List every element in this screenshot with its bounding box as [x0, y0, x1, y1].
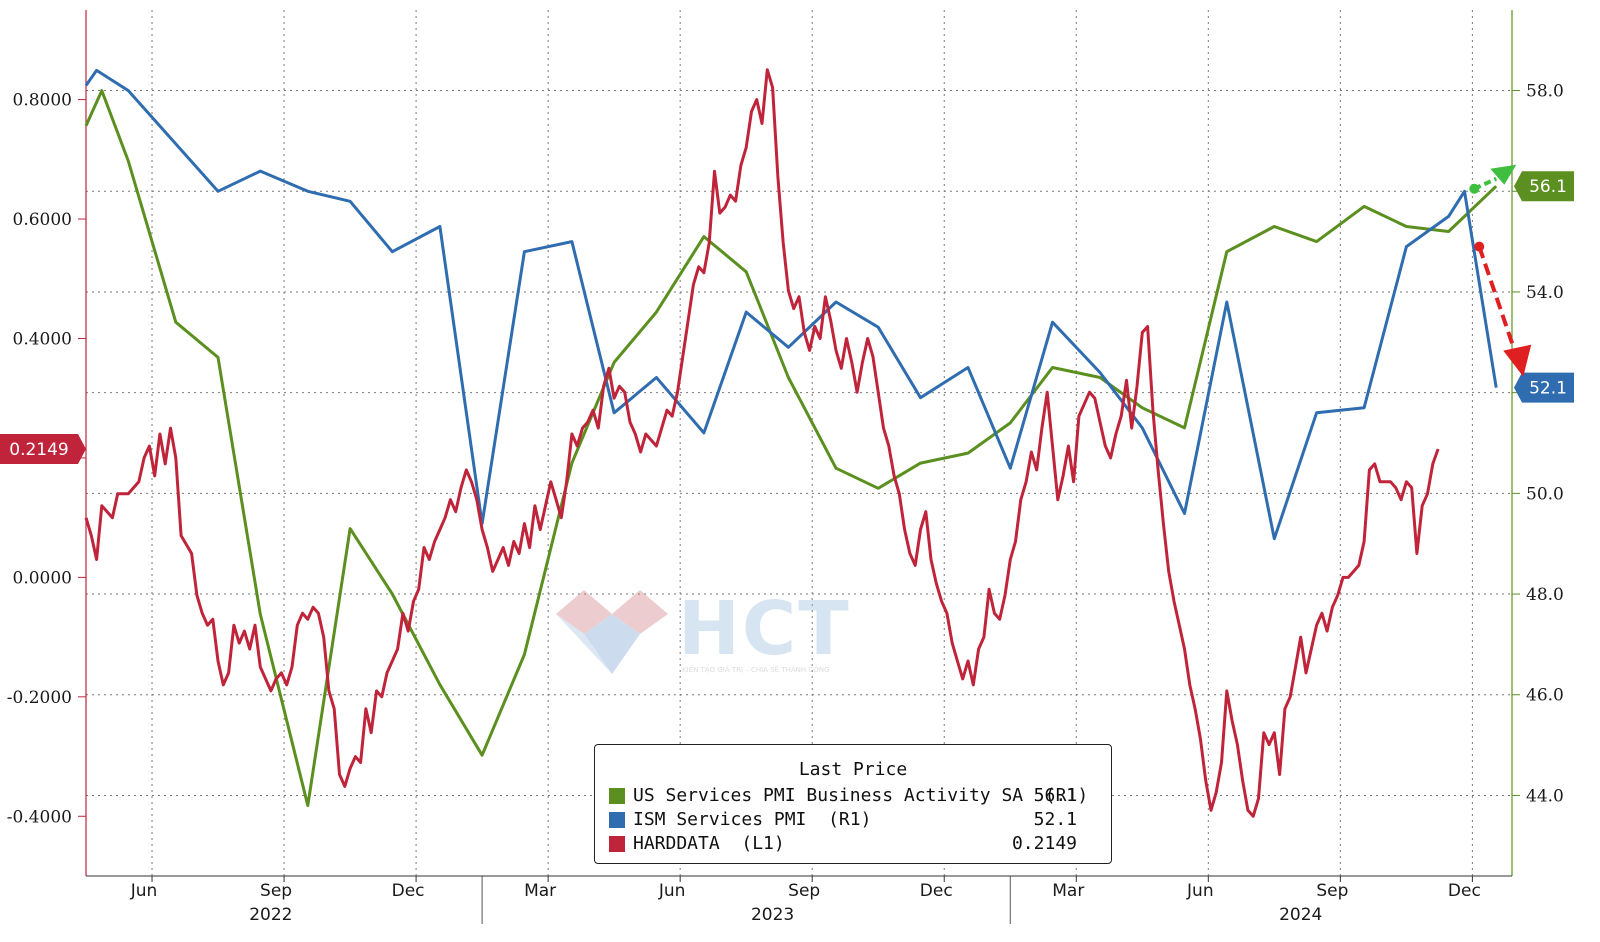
us-services-pmi-line — [84, 89, 1498, 807]
y-right-tick-label: 54.0 — [1526, 283, 1564, 303]
watermark: HCT KIẾN TẠO GIÁ TRỊ – CHIA SẺ THÀNH CÔN… — [556, 586, 856, 685]
x-tick-label: Dec — [920, 881, 953, 901]
x-tick-label: Dec — [1448, 881, 1481, 901]
legend-swatch-us-services — [609, 788, 625, 804]
x-tick-label: Mar — [524, 881, 556, 901]
tag-us-services-last-bg — [1514, 171, 1574, 202]
arrow-up-shaft — [1473, 176, 1498, 191]
x-tick-label: Sep — [1316, 881, 1348, 901]
legend-name-harddata: HARDDATA (L1) — [633, 833, 785, 854]
ism-services-pmi-line — [84, 68, 1498, 541]
legend-value-ism: 52.1 — [1033, 809, 1077, 830]
y-right-tick-label: 44.0 — [1526, 786, 1564, 806]
tag-ism-last: 52.1 — [1514, 372, 1574, 403]
watermark-subtext: KIẾN TẠO GIÁ TRỊ – CHIA SẺ THÀNH CÔNG — [682, 666, 830, 674]
legend-title: Last Price — [798, 759, 908, 780]
tag-harddata-last-text: 0.2149 — [9, 440, 68, 460]
arrow-down-head — [1503, 344, 1532, 377]
legend-name-ism: ISM Services PMI (R1) — [633, 809, 872, 830]
y-left-tick-label: -0.2000 — [7, 688, 72, 708]
tags-layer: 56.1 52.1 0.2149 — [0, 171, 1574, 465]
legend-name-us-services: US Services PMI Business Activity SA (R1… — [633, 785, 1089, 806]
x-tick-label: Jun — [658, 881, 686, 901]
watermark-logo — [556, 590, 668, 674]
tag-ism-last-text: 52.1 — [1529, 379, 1567, 399]
year-label: 2022 — [249, 905, 292, 925]
y-right-tick-label: 46.0 — [1526, 686, 1564, 706]
tag-us-services-last-text: 56.1 — [1529, 177, 1567, 197]
y-left-tick-label: 0.6000 — [13, 210, 72, 230]
y-left-tick-label: 0.0000 — [13, 568, 72, 588]
tag-harddata-last: 0.2149 — [0, 434, 86, 465]
y-right-tick-label: 50.0 — [1526, 484, 1564, 504]
arrow-up-head — [1490, 164, 1517, 185]
harddata-line — [84, 68, 1440, 818]
year-label: 2023 — [751, 905, 794, 925]
y-left-tick-label: 0.8000 — [13, 91, 72, 111]
tag-us-services-last: 56.1 — [1514, 171, 1574, 202]
legend-value-us-services: 56.1 — [1033, 785, 1077, 806]
x-tick-label: Dec — [392, 881, 425, 901]
x-tick-label: Sep — [788, 881, 820, 901]
legend: Last Price US Services PMI Business Acti… — [594, 744, 1112, 864]
y-right-tick-label: 48.0 — [1526, 585, 1564, 605]
tag-ism-last-bg — [1514, 372, 1574, 403]
legend-row-ism: ISM Services PMI (R1) 52.1 — [609, 809, 1099, 833]
grid-layer — [86, 10, 1512, 876]
tag-harddata-last-bg — [0, 434, 86, 465]
x-tick-label: Sep — [260, 881, 292, 901]
legend-value-harddata: 0.2149 — [1011, 833, 1077, 854]
y-right-tick-label: 58.0 — [1526, 82, 1564, 102]
x-tick-label: Jun — [130, 881, 158, 901]
series-layer — [84, 68, 1498, 818]
watermark-text: HCT — [678, 586, 851, 672]
x-tick-label: Mar — [1052, 881, 1084, 901]
arrow-down-shaft — [1477, 245, 1516, 348]
year-label: 2024 — [1279, 905, 1322, 925]
x-tick-label: Jun — [1186, 881, 1214, 901]
legend-swatch-harddata — [609, 836, 625, 852]
legend-row-harddata: HARDDATA (L1) 0.2149 — [609, 833, 1099, 857]
y-left-tick-label: 0.4000 — [13, 329, 72, 349]
legend-row-us-services: US Services PMI Business Activity SA (R1… — [609, 785, 1099, 809]
annot-layer — [1469, 164, 1532, 377]
legend-swatch-ism — [609, 812, 625, 828]
y-left-tick-label: -0.4000 — [7, 807, 72, 827]
